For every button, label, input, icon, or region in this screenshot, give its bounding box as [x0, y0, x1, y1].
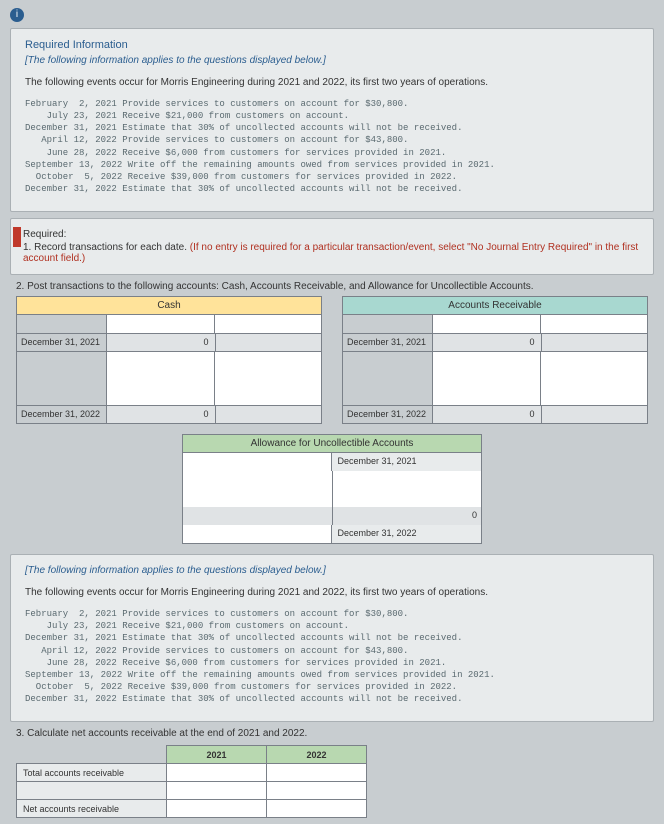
ar-bal-2022[interactable]: 0 — [433, 406, 542, 423]
required-line: 1. Record transactions for each date. (I… — [23, 242, 639, 264]
q3-prompt: 3. Calculate net accounts receivable at … — [16, 728, 654, 739]
au-debit-cell[interactable] — [183, 471, 333, 489]
cash-debit-cell[interactable] — [107, 315, 215, 333]
total-2021-cell[interactable] — [167, 764, 267, 782]
net-2022-cell[interactable] — [267, 800, 367, 818]
row-net-label: Net accounts receivable — [17, 800, 167, 818]
au-credit-cell[interactable] — [333, 471, 482, 489]
required-information-panel: Required Information [The following info… — [10, 28, 654, 212]
required-heading: Required: — [23, 229, 639, 240]
ar-ledger: Accounts Receivable December 31, 20210 D… — [342, 296, 648, 424]
au-date-2021: December 31, 2021 — [332, 453, 482, 471]
cash-credit-cell[interactable] — [215, 369, 322, 387]
repeat-subtitle: [The following information applies to th… — [25, 565, 639, 576]
col-2021: 2021 — [167, 746, 267, 764]
col-2022: 2022 — [267, 746, 367, 764]
au-debit-cell[interactable] — [183, 453, 332, 471]
cash-debit-cell[interactable] — [107, 387, 215, 405]
cash-ledger: Cash December 31, 20210 December 31, 202… — [16, 296, 322, 424]
cash-row-label — [17, 315, 107, 333]
q2-prompt: 2. Post transactions to the following ac… — [16, 281, 654, 292]
cash-credit-cell[interactable] — [215, 315, 322, 333]
ar-credit-cell[interactable] — [541, 387, 648, 405]
net-2021-cell[interactable] — [167, 800, 267, 818]
ar-debit-cell[interactable] — [433, 369, 541, 387]
panel-subtitle: [The following information applies to th… — [25, 55, 639, 66]
ar-credit-cell[interactable] — [541, 352, 648, 369]
ar-debit-cell[interactable] — [433, 315, 541, 333]
ar-credit-cell[interactable] — [542, 334, 648, 351]
au-date-2022: December 31, 2022 — [332, 525, 482, 543]
cash-credit-cell[interactable] — [215, 352, 322, 369]
ar-title: Accounts Receivable — [342, 296, 648, 315]
ar-credit-cell[interactable] — [542, 406, 648, 423]
required-block: Required: 1. Record transactions for eac… — [10, 218, 654, 275]
repeat-intro: The following events occur for Morris En… — [25, 586, 639, 600]
ar-date-2022: December 31, 2022 — [343, 406, 433, 423]
ar-credit-cell[interactable] — [541, 369, 648, 387]
table-row: Net accounts receivable — [17, 800, 367, 818]
ar-debit-cell[interactable] — [433, 352, 541, 369]
ar-debit-cell[interactable] — [433, 387, 541, 405]
ar-bal-2021[interactable]: 0 — [433, 334, 542, 351]
red-marker — [13, 227, 21, 247]
au-debit-cell[interactable] — [183, 507, 333, 525]
row-total-label: Total accounts receivable — [17, 764, 167, 782]
panel-title: Required Information — [25, 39, 639, 51]
cash-credit-cell[interactable] — [216, 334, 322, 351]
au-credit-cell[interactable] — [333, 489, 482, 507]
cash-credit-cell[interactable] — [216, 406, 322, 423]
events-list: February 2, 2021 Provide services to cus… — [25, 98, 639, 195]
blank-2022-cell[interactable] — [267, 782, 367, 800]
cash-bal-2021[interactable]: 0 — [107, 334, 216, 351]
ar-credit-cell[interactable] — [541, 315, 648, 333]
repeat-info-panel: [The following information applies to th… — [10, 554, 654, 722]
cash-date-2022: December 31, 2022 — [17, 406, 107, 423]
info-icon: i — [10, 8, 24, 22]
cash-credit-cell[interactable] — [215, 387, 322, 405]
cash-bal-2022[interactable]: 0 — [107, 406, 216, 423]
cash-debit-cell[interactable] — [107, 352, 215, 369]
cash-date-2021: December 31, 2021 — [17, 334, 107, 351]
au-title: Allowance for Uncollectible Accounts — [182, 434, 482, 453]
cash-debit-cell[interactable] — [107, 369, 215, 387]
repeat-events: February 2, 2021 Provide services to cus… — [25, 608, 639, 705]
ar-date-2021: December 31, 2021 — [343, 334, 433, 351]
net-ar-table: 2021 2022 Total accounts receivable Net … — [16, 745, 367, 818]
total-2022-cell[interactable] — [267, 764, 367, 782]
cash-title: Cash — [16, 296, 322, 315]
au-debit-cell[interactable] — [183, 489, 333, 507]
allowance-ledger: Allowance for Uncollectible Accounts Dec… — [182, 434, 482, 544]
au-bal-cell[interactable]: 0 — [333, 507, 482, 525]
ledger-row: Cash December 31, 20210 December 31, 202… — [16, 296, 648, 424]
au-debit-cell[interactable] — [183, 525, 332, 543]
table-row — [17, 782, 367, 800]
required-text-a: 1. Record transactions for each date. — [23, 242, 190, 253]
blank-2021-cell[interactable] — [167, 782, 267, 800]
intro-text: The following events occur for Morris En… — [25, 76, 639, 90]
table-row: Total accounts receivable — [17, 764, 367, 782]
